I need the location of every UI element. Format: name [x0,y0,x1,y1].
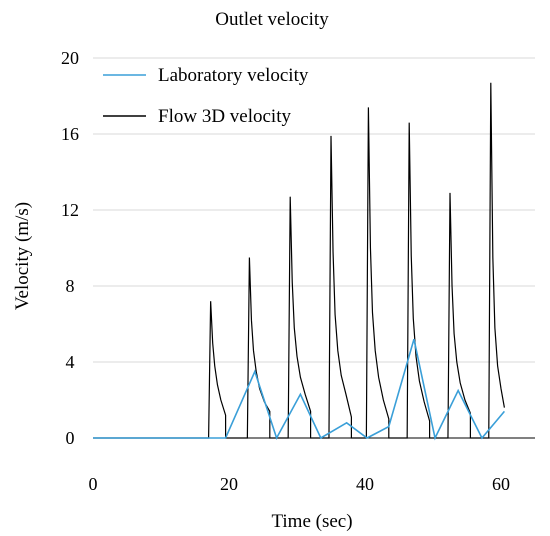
chart-title: Outlet velocity [215,9,329,30]
y-tick-label: 0 [66,428,75,448]
x-tick-label: 20 [220,474,238,494]
x-tick-labels: 0 20 40 60 [89,474,511,494]
x-tick-label: 60 [492,474,510,494]
y-tick-label: 8 [66,276,75,296]
y-axis-label: Velocity (m/s) [12,202,33,310]
series-lines [93,82,506,441]
grid-lines [93,57,535,363]
legend-label: Flow 3D velocity [158,106,291,127]
x-axis-label: Time (sec) [271,511,352,532]
x-tick-label: 0 [89,474,98,494]
legend: Laboratory velocity Flow 3D velocity [103,65,309,127]
y-tick-label: 16 [61,124,79,144]
series-line-laboratory-velocity [93,338,506,441]
x-tick-label: 40 [356,474,374,494]
y-tick-label: 12 [61,200,79,220]
y-tick-label: 20 [61,48,79,68]
y-tick-labels: 0 4 8 12 16 20 [61,48,79,448]
legend-label: Laboratory velocity [158,65,309,86]
y-tick-label: 4 [66,352,75,372]
series-line-flow-3d-velocity [93,82,505,439]
